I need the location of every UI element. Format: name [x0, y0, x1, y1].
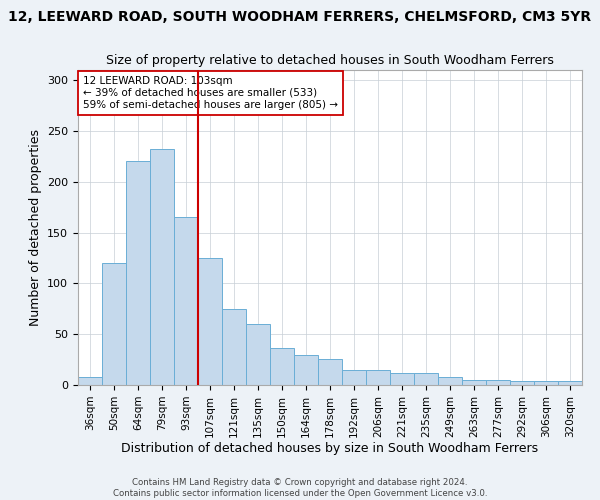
Bar [438, 377, 462, 385]
Bar [294, 354, 318, 385]
X-axis label: Distribution of detached houses by size in South Woodham Ferrers: Distribution of detached houses by size … [121, 442, 539, 456]
Bar [318, 358, 342, 385]
Bar [366, 370, 390, 385]
Bar [126, 162, 150, 385]
Bar [246, 324, 270, 385]
Bar [462, 380, 486, 385]
Text: 12 LEEWARD ROAD: 103sqm
← 39% of detached houses are smaller (533)
59% of semi-d: 12 LEEWARD ROAD: 103sqm ← 39% of detache… [83, 76, 338, 110]
Bar [222, 309, 246, 385]
Bar [342, 370, 366, 385]
Bar [558, 381, 582, 385]
Bar [78, 377, 102, 385]
Text: Contains HM Land Registry data © Crown copyright and database right 2024.
Contai: Contains HM Land Registry data © Crown c… [113, 478, 487, 498]
Bar [534, 381, 558, 385]
Title: Size of property relative to detached houses in South Woodham Ferrers: Size of property relative to detached ho… [106, 54, 554, 68]
Bar [198, 258, 222, 385]
Bar [150, 150, 174, 385]
Text: 12, LEEWARD ROAD, SOUTH WOODHAM FERRERS, CHELMSFORD, CM3 5YR: 12, LEEWARD ROAD, SOUTH WOODHAM FERRERS,… [8, 10, 592, 24]
Bar [414, 373, 438, 385]
Bar [390, 373, 414, 385]
Y-axis label: Number of detached properties: Number of detached properties [29, 129, 41, 326]
Bar [174, 218, 198, 385]
Bar [102, 263, 126, 385]
Bar [486, 380, 510, 385]
Bar [270, 348, 294, 385]
Bar [510, 381, 534, 385]
